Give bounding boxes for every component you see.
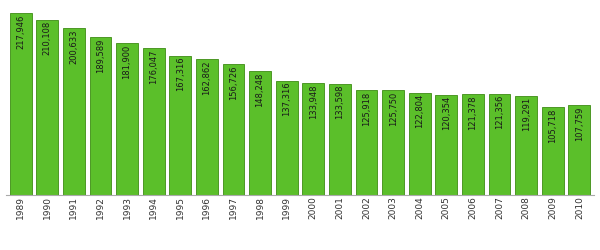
Bar xyxy=(276,80,298,195)
Bar xyxy=(488,94,511,195)
Text: 167,316: 167,316 xyxy=(176,57,185,92)
Bar xyxy=(409,93,431,195)
Text: 119,291: 119,291 xyxy=(521,97,530,131)
Text: 137,316: 137,316 xyxy=(282,82,291,116)
Bar xyxy=(89,37,112,195)
Bar xyxy=(63,28,85,195)
Bar xyxy=(196,59,218,195)
Bar xyxy=(568,105,590,195)
Bar xyxy=(436,95,457,195)
Text: 125,750: 125,750 xyxy=(389,92,398,126)
Text: 162,862: 162,862 xyxy=(202,60,211,95)
Bar xyxy=(302,84,324,195)
Bar xyxy=(515,96,537,195)
Bar xyxy=(143,48,164,195)
Text: 122,804: 122,804 xyxy=(415,94,424,128)
Text: 189,589: 189,589 xyxy=(96,38,105,73)
Bar xyxy=(10,14,32,195)
Text: 210,108: 210,108 xyxy=(43,21,52,56)
Bar xyxy=(462,94,484,195)
Text: 148,248: 148,248 xyxy=(256,73,265,107)
Bar xyxy=(542,107,563,195)
Text: 120,354: 120,354 xyxy=(442,96,451,130)
Bar xyxy=(169,56,191,195)
Text: 121,378: 121,378 xyxy=(469,95,478,130)
Text: 181,900: 181,900 xyxy=(122,45,131,79)
Bar xyxy=(329,84,351,195)
Bar xyxy=(382,90,404,195)
Bar xyxy=(223,64,244,195)
Text: 105,718: 105,718 xyxy=(548,108,557,142)
Bar xyxy=(249,72,271,195)
Bar xyxy=(116,44,138,195)
Bar xyxy=(37,20,58,195)
Text: 107,759: 107,759 xyxy=(575,106,584,141)
Text: 217,946: 217,946 xyxy=(16,15,25,49)
Text: 176,047: 176,047 xyxy=(149,50,158,84)
Text: 133,948: 133,948 xyxy=(309,85,318,119)
Text: 200,633: 200,633 xyxy=(70,29,79,64)
Text: 125,918: 125,918 xyxy=(362,91,371,126)
Text: 156,726: 156,726 xyxy=(229,66,238,100)
Bar xyxy=(356,90,377,195)
Text: 121,356: 121,356 xyxy=(495,95,504,130)
Text: 133,598: 133,598 xyxy=(335,85,344,119)
